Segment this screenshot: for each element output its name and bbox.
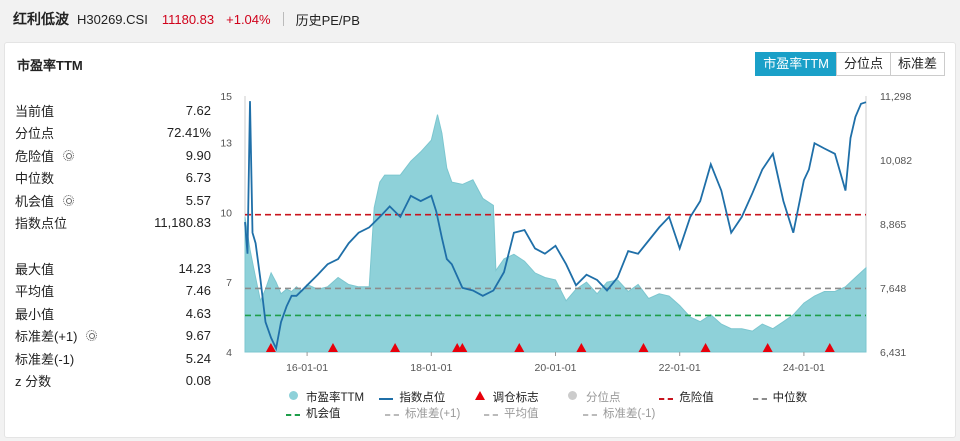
stat-sd-plus: 标准差(+1) 9.67: [15, 328, 211, 345]
stat-percentile: 分位点 72.41%: [15, 125, 211, 142]
rebalance-marker: [327, 343, 338, 352]
stat-danger: 危险值 9.90: [15, 147, 211, 164]
stat-current: 当前值 7.62: [15, 102, 211, 119]
legend-sd-minus[interactable]: 标准差(-1): [582, 405, 681, 421]
rebalance-marker: [824, 343, 835, 352]
pe-chart: 4 7 10 13 15 6,431 7,648 8,865 10,082 11,298 16-01…: [220, 91, 912, 374]
stat-z: z 分数 0.08: [15, 373, 211, 390]
settings-icon[interactable]: [63, 149, 75, 161]
rebalance-marker: [514, 343, 525, 352]
index-line-series: [244, 101, 867, 352]
stat-max: 最大值 14.23: [15, 260, 211, 277]
y-right-tick-label: 7,648: [880, 283, 906, 295]
y-left-tick-label: 4: [226, 347, 232, 359]
y-left-tick-label: 15: [220, 91, 232, 103]
legend-avg[interactable]: 平均值: [483, 405, 582, 421]
y-right-tick-label: 10,082: [880, 155, 912, 167]
tab-std-dev[interactable]: 标准差: [889, 52, 945, 76]
rebalance-marker: [576, 343, 587, 352]
stat-avg: 平均值 7.46: [15, 283, 211, 300]
y-right-tick-label: 11,298: [880, 91, 911, 103]
stat-sd-minus: 标准差(-1) 5.24: [15, 350, 211, 367]
chart-legend: 市盈率TTM 指数点位 调仓标志 分位点 危险值 中位数 机会值 标准差(+1)…: [285, 389, 845, 421]
metric-tabs: 市盈率TTM 分位点 标准差: [755, 52, 945, 76]
legend-percentile[interactable]: 分位点: [565, 389, 658, 405]
y-left-tick-label: 7: [226, 277, 232, 289]
y-left-tick-label: 10: [220, 207, 232, 219]
header-divider: [282, 12, 284, 26]
stat-min: 最小值 4.63: [15, 305, 211, 322]
history-pe-pb-link[interactable]: 历史PE/PB: [295, 12, 360, 28]
stat-median: 中位数 6.73: [15, 170, 211, 187]
header-bar: 红利低波 H30269.CSI 11180.83 +1.04% 历史PE/PB: [0, 0, 960, 38]
x-tick-label: 20-01-01: [534, 362, 576, 374]
y-left-tick-label: 13: [220, 138, 232, 150]
panel-title: 市盈率TTM: [17, 58, 83, 73]
rebalance-marker: [762, 343, 773, 352]
valuation-panel: 市盈率TTM 市盈率TTM 分位点 标准差 当前值 7.62 分位点 72.41% …: [4, 42, 956, 438]
settings-icon[interactable]: [63, 194, 75, 206]
y-right-tick-label: 8,865: [880, 219, 906, 231]
rebalance-marker: [638, 343, 649, 352]
x-tick-label: 16-01-01: [286, 362, 328, 374]
legend-index[interactable]: 指数点位: [378, 389, 471, 405]
stat-chance: 机会值 5.57: [15, 192, 211, 209]
index-change: +1.04%: [226, 11, 271, 27]
pe-area-series: [244, 114, 867, 353]
legend-chance[interactable]: 机会值: [285, 405, 384, 421]
legend-danger[interactable]: 危险值: [658, 389, 751, 405]
rebalance-marker: [390, 343, 401, 352]
index-price: 11180.83: [161, 11, 215, 27]
x-tick-label: 22-01-01: [659, 362, 701, 374]
rebalance-marker: [457, 343, 468, 352]
legend-pe[interactable]: 市盈率TTM: [285, 389, 378, 405]
legend-sd-plus[interactable]: 标准差(+1): [384, 405, 483, 421]
settings-icon[interactable]: [86, 330, 98, 342]
index-name: 红利低波: [13, 11, 69, 27]
rebalance-marker: [700, 343, 711, 352]
x-tick-label: 18-01-01: [410, 362, 452, 374]
index-code: H30269.CSI: [77, 11, 148, 27]
rebalance-marker: [265, 343, 276, 352]
y-right-tick-label: 6,431: [880, 347, 906, 359]
x-tick-label: 24-01-01: [783, 362, 825, 374]
stat-index: 指数点位 11,180.83: [15, 215, 211, 232]
stats-table: 当前值 7.62 分位点 72.41% 危险值 9.90 中位数 6.73 机会值 5.5…: [15, 99, 211, 392]
legend-marker[interactable]: 调仓标志: [472, 389, 565, 405]
legend-median[interactable]: 中位数: [752, 389, 845, 405]
